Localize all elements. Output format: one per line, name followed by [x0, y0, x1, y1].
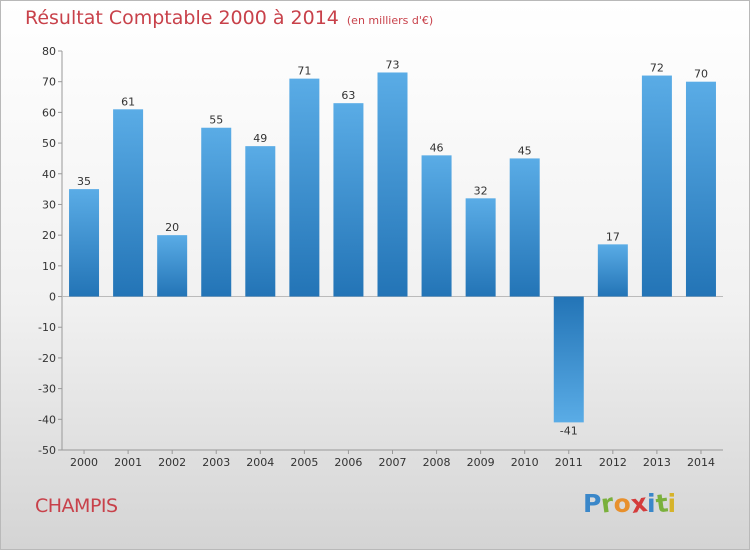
- x-tick-label-2004: 2004: [246, 456, 274, 469]
- data-label-2006: 63: [341, 89, 355, 102]
- x-tick-label-2013: 2013: [643, 456, 671, 469]
- x-tick-label-2006: 2006: [334, 456, 362, 469]
- y-tick-label: 0: [49, 291, 56, 304]
- proxiti-logo: Proxiti: [583, 488, 677, 519]
- y-tick-label: 60: [42, 106, 56, 119]
- y-tick-label: -20: [38, 352, 56, 365]
- logo-letter: x: [628, 488, 649, 519]
- data-label-2011: -41: [560, 424, 578, 437]
- y-tick-label: -50: [38, 444, 56, 457]
- bar-2003: [201, 127, 232, 297]
- y-tick-label: -40: [38, 413, 56, 426]
- y-tick-label: 80: [42, 45, 56, 58]
- data-labels: 35 61 20 55 49 71 63 73 46 32 45 -41 17 72 70: [77, 58, 708, 437]
- data-label-2013: 72: [650, 62, 664, 75]
- bar-2012: [597, 244, 628, 297]
- y-tick-label: 10: [42, 260, 56, 273]
- bar-2002: [157, 235, 188, 297]
- x-tick-label-2009: 2009: [467, 456, 495, 469]
- logo-letter: i: [647, 489, 656, 518]
- x-tick-label-2003: 2003: [202, 456, 230, 469]
- bar-2006: [333, 103, 364, 297]
- bar-2007: [377, 72, 408, 297]
- y-tick-label: 20: [42, 229, 56, 242]
- commune-name: CHAMPIS: [35, 495, 118, 517]
- bar-2009: [465, 198, 496, 297]
- y-tick-label: 70: [42, 76, 56, 89]
- chart-title: Résultat Comptable 2000 à 2014 (en millie…: [25, 7, 433, 29]
- x-tick-label-2000: 2000: [70, 456, 98, 469]
- data-label-2014: 70: [694, 68, 708, 81]
- bar-2001: [113, 109, 144, 297]
- title-text: Résultat Comptable 2000 à 2014: [25, 7, 339, 29]
- logo-letter: P: [583, 489, 602, 518]
- bar-2000: [69, 189, 100, 297]
- data-label-2005: 71: [297, 65, 311, 78]
- x-tick-label-2001: 2001: [114, 456, 142, 469]
- bar-2011: [553, 296, 584, 423]
- x-tick-label-2008: 2008: [423, 456, 451, 469]
- x-tick-label-2012: 2012: [599, 456, 627, 469]
- unit-note: (en milliers d'€): [346, 14, 434, 27]
- bar-2014: [685, 81, 716, 297]
- x-tick-label-2005: 2005: [290, 456, 318, 469]
- data-label-2004: 49: [253, 132, 267, 145]
- y-tick-label: 40: [42, 168, 56, 181]
- x-tick-label-2007: 2007: [379, 456, 407, 469]
- data-label-2008: 46: [430, 141, 444, 154]
- bars: [69, 72, 716, 423]
- logo-letter: i: [667, 489, 677, 518]
- bar-2004: [245, 146, 276, 297]
- y-tick-label: -10: [38, 321, 56, 334]
- data-label-2012: 17: [606, 230, 620, 243]
- x-tick-label-2002: 2002: [158, 456, 186, 469]
- y-tick-label: 30: [42, 198, 56, 211]
- data-label-2010: 45: [518, 144, 532, 157]
- bar-2008: [421, 155, 452, 297]
- x-tick-label-2010: 2010: [511, 456, 539, 469]
- bar-2013: [641, 75, 672, 297]
- bar-2005: [289, 78, 320, 297]
- data-label-2003: 55: [209, 114, 223, 127]
- x-tick-label-2011: 2011: [555, 456, 583, 469]
- y-tick-label: 50: [42, 137, 56, 150]
- y-tick-label: -30: [38, 383, 56, 396]
- data-label-2007: 73: [386, 58, 400, 71]
- x-tick-label-2014: 2014: [687, 456, 715, 469]
- data-label-2001: 61: [121, 95, 135, 108]
- data-label-2000: 35: [77, 175, 91, 188]
- data-label-2009: 32: [474, 184, 488, 197]
- bar-2010: [509, 158, 540, 297]
- data-label-2002: 20: [165, 221, 179, 234]
- logo-letter: o: [613, 489, 631, 518]
